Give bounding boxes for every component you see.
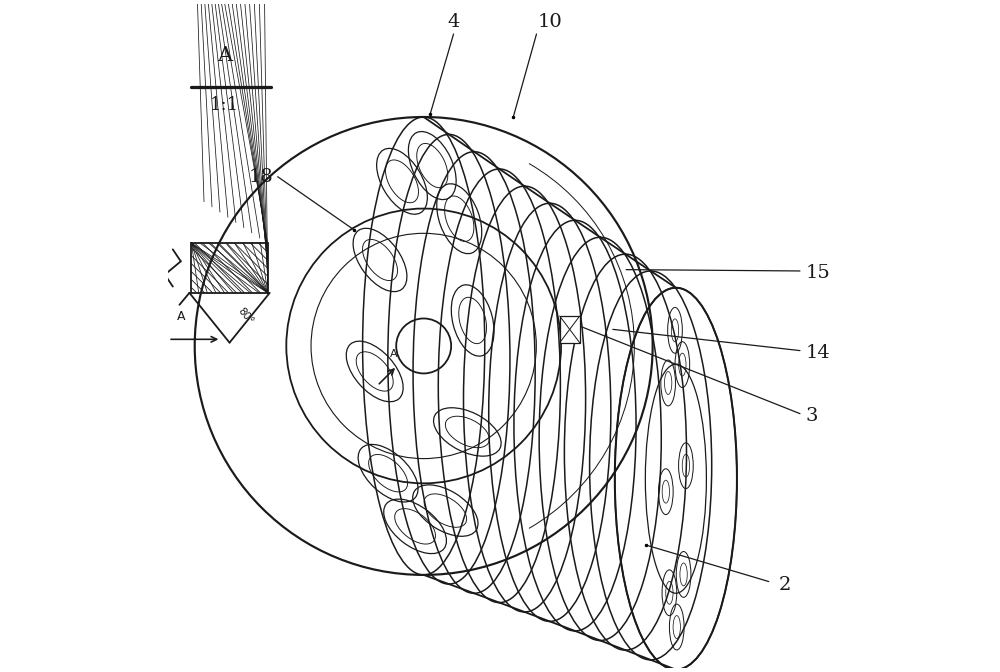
Text: 14: 14 [805, 343, 830, 362]
Text: A: A [217, 46, 232, 65]
Text: 15: 15 [805, 264, 830, 282]
Text: 1:1: 1:1 [210, 96, 239, 114]
Text: A: A [390, 349, 398, 360]
Text: 18: 18 [248, 168, 273, 185]
Bar [560, 316, 580, 343]
Text: 80°: 80° [236, 306, 256, 327]
Text: 3: 3 [805, 407, 818, 425]
Text: 4: 4 [447, 13, 460, 31]
Polygon shape [191, 243, 268, 293]
Text: 2: 2 [779, 576, 791, 594]
Text: 10: 10 [537, 13, 562, 31]
Text: A: A [177, 310, 186, 323]
